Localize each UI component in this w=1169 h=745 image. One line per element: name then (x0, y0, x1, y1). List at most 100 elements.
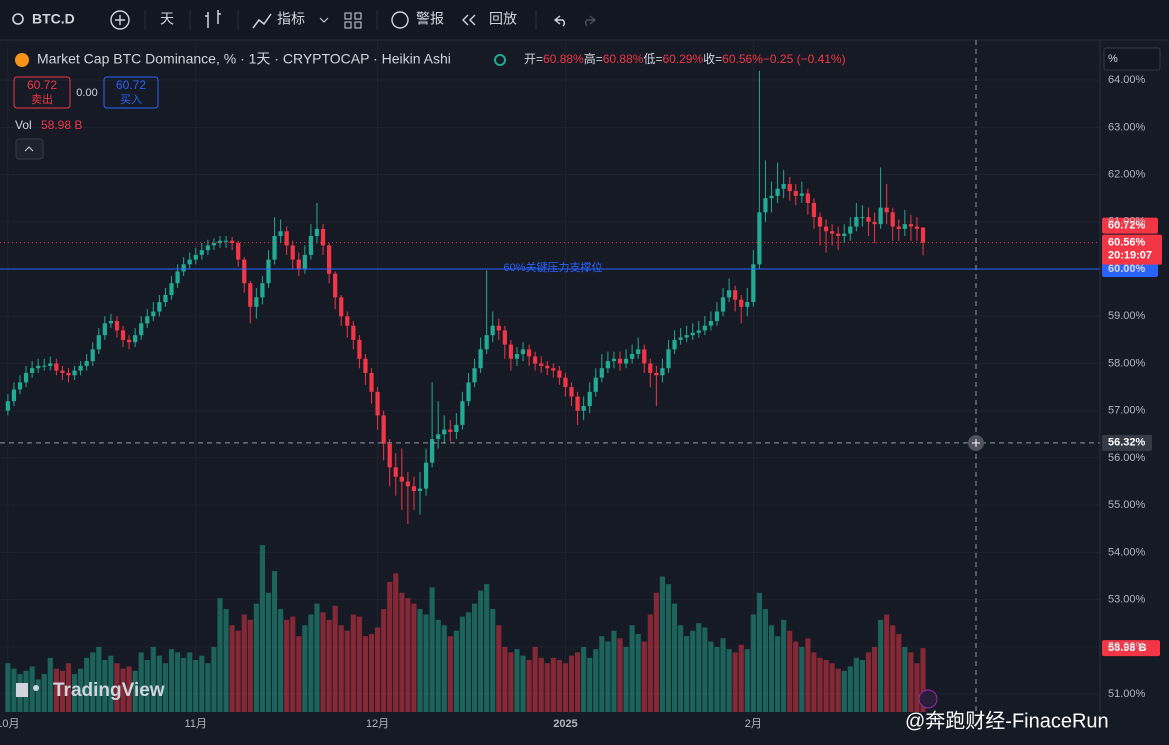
crosshair-plus-icon (972, 439, 980, 447)
volume-bar (375, 627, 381, 712)
interval[interactable]: 天 (160, 11, 174, 27)
redo[interactable] (585, 15, 597, 27)
candle-body (296, 259, 301, 270)
indicators[interactable]: 指标 (277, 11, 305, 27)
volume-bar (59, 670, 65, 712)
layout-icon[interactable] (344, 12, 352, 20)
candle-body (787, 184, 792, 192)
ohlc-value: 60.56% (722, 52, 763, 66)
candle-body (726, 290, 732, 298)
volume-bar (629, 625, 635, 712)
candle-body (284, 231, 289, 246)
replay[interactable]: 回放 (489, 11, 517, 27)
volume-bar (29, 666, 35, 712)
candle-body (72, 370, 77, 376)
volume-bar (623, 646, 629, 712)
volume-bar (902, 646, 908, 712)
ask-tag (1102, 217, 1158, 234)
candle-body (54, 363, 59, 371)
volume-bar (720, 638, 726, 712)
candle-body (678, 337, 683, 340)
symbol[interactable]: BTC.D (32, 11, 75, 27)
candle-body (684, 335, 689, 338)
y-tick-label: 54.00% (1108, 546, 1146, 558)
sell-button[interactable] (13, 76, 71, 109)
dropdown[interactable] (319, 17, 329, 23)
volume-bar (265, 592, 272, 712)
candle-body (411, 486, 417, 491)
candle-body (823, 226, 829, 232)
volume-bar (90, 652, 96, 712)
y-tick-label: 55.00% (1108, 499, 1146, 511)
ohlc-legend: 开=60.88%高=60.88%低=60.29%收=60.56%−0.25 (−… (524, 51, 846, 66)
volume-bar (356, 616, 362, 712)
candle-body (508, 344, 514, 359)
volume-bar (532, 646, 538, 712)
candle-body (478, 349, 483, 369)
candle-body (211, 243, 217, 246)
y-tick-label: 61.00% (1108, 216, 1146, 228)
buy-label: 买入 (120, 93, 142, 106)
volume-bar (847, 666, 853, 712)
candle-body (696, 330, 701, 333)
volume-bar (429, 587, 435, 712)
sell-label: 卖出 (31, 92, 53, 106)
volume-bar (114, 663, 120, 712)
candle-body (593, 377, 598, 392)
candle-body (781, 184, 786, 189)
chart-type-icon[interactable] (205, 10, 221, 28)
alerts[interactable]: 警报 (416, 11, 444, 27)
candle-body (399, 476, 404, 482)
alert-icon (391, 11, 409, 29)
candle-body (490, 325, 495, 336)
volume-bar (368, 633, 375, 712)
ohlc-value: 60.88% (603, 52, 644, 66)
crosshair-tag-label: 56.32% (1108, 437, 1146, 449)
candle-body (48, 363, 53, 366)
volume-bar (168, 649, 175, 712)
overlay: 60%关键压力支撑位 60.00% 60.72% 60.56%20:19:07 56.3… (0, 217, 1162, 657)
volume-bar (320, 612, 326, 712)
volume-bar (817, 657, 823, 712)
buy-button[interactable] (103, 76, 159, 109)
candle-body (78, 365, 83, 371)
candle-body (605, 361, 610, 369)
lightning-icon[interactable] (918, 689, 938, 709)
candle-body (514, 354, 520, 359)
candle-body (320, 228, 326, 246)
volume-bar (11, 668, 17, 712)
volume-bar (575, 652, 581, 712)
candle-body (102, 323, 107, 336)
candle-body (248, 283, 253, 307)
visibility-icon[interactable] (494, 54, 506, 66)
add-symbol[interactable] (110, 10, 130, 30)
candle-body (36, 365, 41, 369)
candle-body (708, 320, 714, 326)
sell-price: 60.72 (27, 78, 57, 92)
volume-bar (5, 663, 11, 712)
collapse-button[interactable] (15, 138, 44, 160)
y-tick-label: 51.00% (1108, 688, 1146, 700)
volume-bar (823, 659, 829, 712)
candle-body (569, 387, 574, 397)
y-tick-label: 62.00% (1108, 168, 1146, 180)
ask-tag-label: 60.72% (1108, 219, 1146, 231)
ohlc-value: 60.29% (662, 52, 703, 66)
search-icon[interactable] (12, 13, 24, 25)
y-tick-label: 58.00% (1108, 357, 1146, 369)
candle-body (914, 226, 920, 229)
candle-body (872, 221, 877, 225)
scale-mode[interactable] (1103, 47, 1161, 71)
undo[interactable] (553, 15, 565, 27)
volume-bar (284, 619, 290, 712)
collapse-icon (24, 146, 34, 152)
volume-bar (326, 619, 332, 712)
candle-body (108, 320, 114, 324)
volume-bar (678, 625, 684, 712)
candle-body (739, 299, 744, 307)
candle-body (405, 481, 410, 487)
volume-bar (593, 649, 599, 712)
x-tick-label: 11月 (185, 718, 207, 730)
volume-bar (781, 619, 787, 712)
volume-bar (799, 646, 805, 712)
